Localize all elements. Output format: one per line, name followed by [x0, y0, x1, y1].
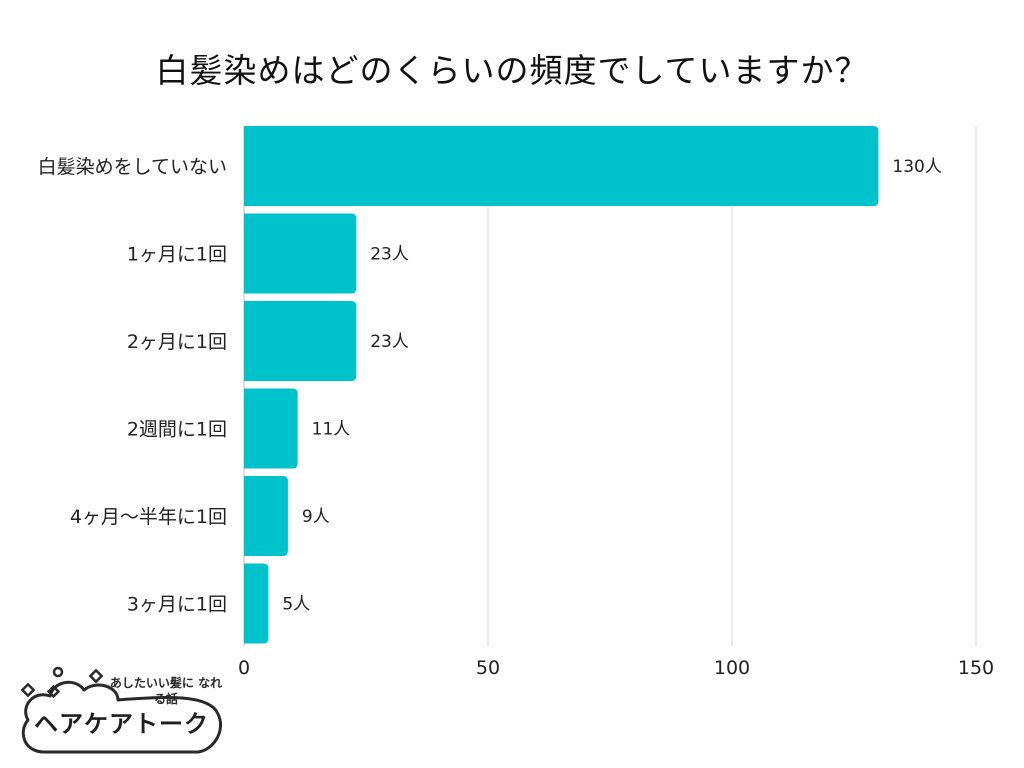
bar	[244, 388, 298, 469]
value-label: 130人	[892, 157, 941, 177]
chart-title: 白髪染めはどのくらいの頻度でしていますか？	[155, 51, 869, 90]
category-label: 1ヶ月に1回	[127, 244, 227, 266]
logo-tagline: あしたいい髪に なれる話	[109, 676, 223, 706]
bar	[244, 213, 357, 294]
brand-logo: あしたいい髪に なれる話 ヘアケアトーク	[14, 666, 230, 758]
value-label: 11人	[312, 420, 351, 440]
cloud-logo-icon	[20, 666, 222, 754]
bar	[244, 476, 288, 556]
x-tick-label: 50	[476, 657, 500, 679]
category-label: 3ヶ月に1回	[127, 594, 227, 616]
bar	[244, 301, 357, 381]
value-label: 9人	[302, 507, 330, 527]
category-label: 2週間に1回	[127, 419, 227, 441]
logo-name: ヘアケアトーク	[34, 710, 209, 738]
bar	[244, 563, 269, 644]
bar	[244, 126, 879, 206]
category-label: 白髪染めをしていない	[38, 156, 227, 178]
x-tick-label: 100	[714, 657, 750, 679]
x-tick-label: 150	[958, 657, 994, 679]
labels: 0 50 100 150 白髪染めをしていない 130人 1ヶ月に1回 23人 2ヶ月に1回 23…	[38, 156, 995, 679]
x-tick-label: 0	[238, 657, 250, 679]
category-label: 2ヶ月に1回	[127, 331, 227, 353]
bars	[244, 126, 879, 644]
value-label: 23人	[370, 332, 409, 352]
value-label: 5人	[282, 595, 310, 615]
value-label: 23人	[370, 245, 409, 265]
grid-lines	[243, 126, 977, 646]
category-label: 4ヶ月〜半年に1回	[70, 506, 227, 528]
